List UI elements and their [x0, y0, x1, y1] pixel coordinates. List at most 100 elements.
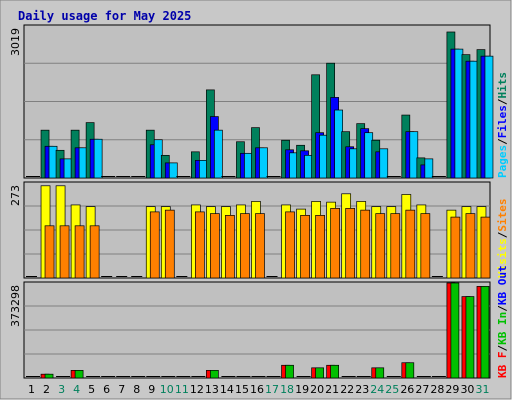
bar-sites	[390, 213, 401, 279]
bar-sites	[240, 213, 250, 279]
chart-panels: 3019Pages/Files/Hits273Visits/Sites37329…	[9, 24, 509, 379]
zero-bar	[26, 176, 40, 177]
zero-bar	[221, 176, 236, 177]
zero-bar	[416, 376, 431, 377]
x-tick-label: 27	[415, 383, 429, 396]
bar-sites	[300, 215, 310, 279]
zero-bar	[116, 176, 131, 177]
zero-bar	[221, 376, 236, 377]
x-tick-label: 26	[400, 383, 414, 396]
legend: Pages/Files/Hits	[496, 72, 509, 178]
bar-pages	[424, 158, 434, 179]
x-tick-label: 5	[88, 383, 95, 396]
x-tick-label: 2	[43, 383, 50, 396]
bar-sites	[285, 211, 295, 279]
bar-sites	[164, 209, 175, 279]
x-tick-label: 10	[160, 383, 174, 396]
bar-pages	[409, 131, 419, 179]
bar-sites	[44, 225, 55, 279]
bar-sites	[450, 216, 461, 279]
x-tick-label: 13	[205, 383, 219, 396]
bar-kb-in	[405, 362, 415, 379]
bar-sites	[59, 225, 70, 279]
bar-sites	[345, 208, 356, 279]
bar-kb-in	[44, 373, 54, 379]
bar-sites	[149, 211, 160, 279]
zero-bar	[266, 376, 281, 377]
bar-kb-in	[465, 296, 475, 379]
zero-bar	[116, 276, 128, 277]
zero-bar	[101, 276, 113, 277]
zero-bar	[236, 376, 251, 377]
bar-sites	[375, 213, 386, 279]
x-tick-label: 29	[445, 383, 459, 396]
bar-pages	[93, 138, 103, 179]
x-tick-label: 30	[460, 383, 474, 396]
x-tick-label: 6	[103, 383, 110, 396]
zero-bar	[341, 376, 356, 377]
legend-separator: /	[496, 138, 509, 145]
x-tick-label: 25	[385, 383, 399, 396]
y-max-label: 3019	[9, 28, 22, 56]
legend-entry: Hits	[496, 72, 509, 99]
x-tick-label: 1	[28, 383, 35, 396]
legend-entry: Pages	[496, 145, 509, 178]
x-tick-label: 3	[58, 383, 65, 396]
zero-bar	[356, 376, 371, 377]
bar-kb-in	[285, 364, 294, 379]
bar-sites	[210, 213, 220, 279]
bar-sites	[480, 216, 491, 279]
zero-bar	[431, 276, 443, 277]
zero-bar	[131, 176, 146, 177]
zero-bar	[176, 276, 188, 277]
x-tick-label: 31	[475, 383, 489, 396]
bar-sites	[360, 209, 371, 279]
bar-kb-in	[480, 286, 490, 379]
bar-kb-in	[210, 370, 219, 379]
zero-bar	[86, 376, 101, 377]
bar-sites	[465, 213, 476, 279]
zero-bar	[26, 376, 40, 377]
zero-bar	[101, 376, 116, 377]
zero-bar	[176, 376, 191, 377]
zero-bar	[431, 376, 446, 377]
chart-title: Daily usage for May 2025	[18, 9, 191, 23]
x-tick-label: 4	[73, 383, 80, 396]
bar-pages	[214, 129, 223, 179]
zero-bar	[431, 176, 446, 177]
bar-pages	[168, 162, 178, 179]
legend-entry: Visits	[496, 238, 509, 278]
zero-bar	[56, 376, 71, 377]
bar-sites	[225, 215, 235, 279]
legend-entry: KB Out	[496, 265, 509, 305]
zero-bar	[386, 376, 401, 377]
bar-kb-in	[330, 364, 339, 379]
zero-bar	[386, 176, 401, 177]
legend-separator: /	[496, 305, 509, 312]
bar-pages	[484, 55, 494, 179]
x-tick-label: 19	[295, 383, 309, 396]
zero-bar	[191, 376, 206, 377]
x-tick-label: 8	[133, 383, 140, 396]
x-tick-label: 24	[370, 383, 384, 396]
bar-sites	[89, 225, 100, 279]
zero-bar	[296, 376, 311, 377]
y-max-label: 273	[9, 185, 22, 206]
x-axis-labels: 1 2 3 4 5 6 7 8 9 10 11 12 13 14 15 16 17 18 19 20 21 22 23 24 2…	[28, 383, 489, 396]
zero-bar	[26, 276, 37, 277]
bar-sites	[74, 225, 85, 279]
legend-separator: /	[496, 231, 509, 238]
zero-bar	[116, 376, 131, 377]
zero-bar	[146, 376, 161, 377]
zero-bar	[131, 276, 143, 277]
legend-entry: Sites	[496, 199, 509, 232]
zero-bar	[161, 376, 176, 377]
x-tick-label: 17	[265, 383, 279, 396]
bar-sites	[405, 209, 416, 279]
x-tick-label: 12	[190, 383, 204, 396]
bar-sites	[195, 211, 205, 279]
bar-pages	[379, 148, 389, 179]
zero-bar	[266, 176, 281, 177]
